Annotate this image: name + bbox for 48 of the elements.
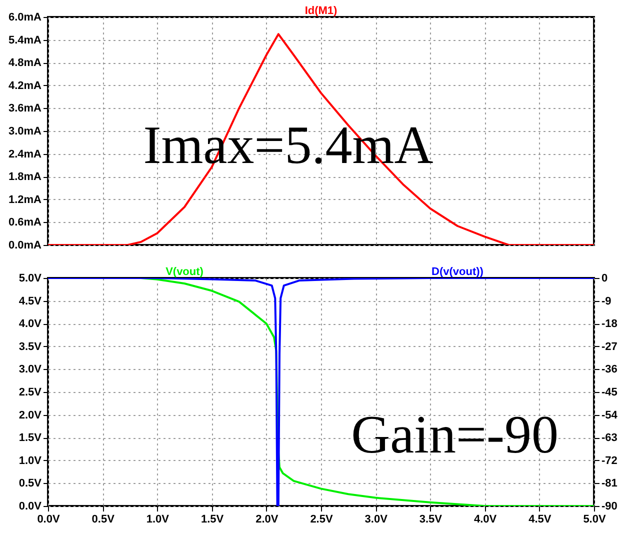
y-tick-label: 2.5V	[18, 386, 42, 398]
y-tick-label: 6.0mA	[8, 12, 42, 24]
y-tick-label: 1.2mA	[8, 194, 42, 206]
x-tick-label: 2.0V	[256, 514, 279, 526]
y-tick-label: 3.5V	[18, 340, 42, 353]
y2-tick-label: -54	[602, 409, 618, 422]
x-tick-label: 5.0V	[583, 514, 606, 526]
series-label: V(vout)	[166, 266, 204, 278]
y-tick-label: 4.2mA	[8, 80, 42, 92]
text: Id(M1)	[304, 5, 338, 17]
y-tick-label: 4.5V	[18, 295, 42, 308]
y-tick-label: 0.5V	[18, 478, 42, 490]
x-tick-label: 3.5V	[419, 514, 443, 526]
x-tick-label: 2.5V	[310, 514, 334, 526]
y-tick-label: 0.0mA	[8, 240, 42, 252]
y-tick-label: 4.0V	[18, 318, 42, 330]
y2-tick-label: -63	[602, 432, 618, 444]
series-label: D(v(vout))	[432, 266, 484, 278]
x-tick-label: 1.0V	[146, 514, 170, 526]
y-tick-label: 0.6mA	[8, 216, 42, 229]
y2-tick-label: -72	[602, 454, 618, 467]
y2-tick-label: -90	[602, 500, 618, 512]
x-tick-label: 4.5V	[528, 514, 552, 526]
y-tick-label: 1.0V	[18, 454, 42, 467]
y2-tick-label: -9	[602, 295, 612, 308]
y2-tick-label: -18	[602, 318, 618, 330]
y-tick-label: 3.0mA	[8, 126, 42, 138]
y2-tick-label: -81	[602, 478, 618, 490]
y-tick-label: 0.0V	[18, 500, 42, 512]
y2-tick-label: -27	[602, 340, 618, 353]
y-tick-label: 4.8mA	[8, 57, 42, 70]
y-tick-label: 1.5V	[18, 432, 42, 444]
y-tick-label: 2.0V	[18, 409, 42, 422]
x-tick-label: 1.5V	[200, 514, 224, 526]
y-tick-label: 3.0V	[18, 364, 42, 376]
y-tick-label: 5.0V	[18, 272, 42, 284]
x-tick-label: 3.0V	[364, 514, 388, 526]
y-tick-label: 1.8mA	[8, 171, 42, 184]
y-tick-label: 3.6mA	[8, 102, 42, 115]
x-tick-label: 4.0V	[474, 514, 498, 526]
x-tick-label: 0.0V	[37, 514, 60, 526]
y2-tick-label: -45	[602, 386, 618, 398]
y2-tick-label: -36	[602, 364, 618, 376]
y-tick-label: 5.4mA	[8, 34, 42, 46]
y2-tick-label: 0	[602, 272, 608, 284]
annotation: Gain=-90	[351, 404, 558, 464]
x-tick-label: 0.5V	[92, 514, 116, 526]
y-tick-label: 2.4mA	[8, 148, 42, 160]
